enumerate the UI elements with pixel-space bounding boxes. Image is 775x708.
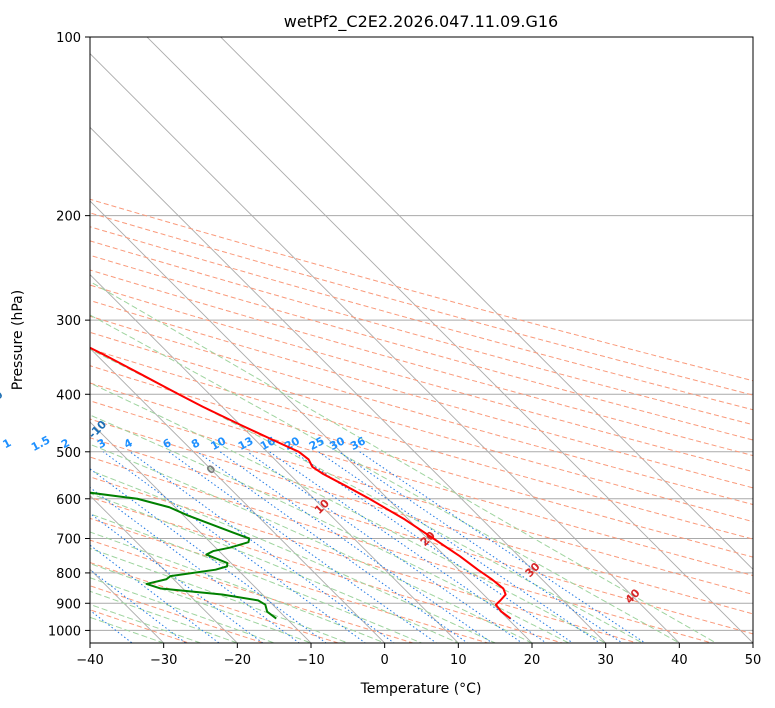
dry-adiabat	[90, 539, 415, 643]
isotherm	[90, 274, 459, 643]
mixing-ratio-line	[90, 544, 220, 643]
background-lines	[90, 37, 753, 643]
x-tick-label: 50	[745, 653, 762, 668]
dry-adiabat	[90, 331, 753, 523]
profile-lines	[90, 346, 512, 620]
axes: −40 −30 −20 −10 0 10 20 30 40 50 100 200 300 400 500 60…	[48, 31, 761, 668]
y-tick-label: 800	[56, 567, 81, 582]
mixing-ratio-line	[129, 451, 396, 643]
mixing-ratio-line	[338, 451, 624, 643]
plot-frame	[89, 36, 754, 644]
isotherm	[90, 53, 680, 643]
x-tick-label: 30	[597, 653, 614, 668]
x-tick-label: −20	[224, 653, 251, 668]
dry-adiabat	[90, 284, 753, 473]
mixing-ratio-line	[247, 451, 524, 643]
y-tick-label: 500	[56, 446, 81, 461]
mixing-ratio-line	[90, 486, 301, 643]
isotherm	[90, 495, 238, 643]
dewpoint-profile-line	[90, 491, 277, 620]
moist-adiabat	[90, 531, 387, 643]
mixing-ratio-line	[359, 451, 647, 643]
mixing-ratio-line	[168, 451, 438, 643]
x-tick-label: −10	[297, 653, 324, 668]
dry-adiabat	[90, 254, 753, 441]
dry-adiabat	[90, 365, 753, 558]
y-tick-label: 1000	[48, 624, 81, 639]
x-tick-label: 40	[671, 653, 688, 668]
mixing-ratio-line	[269, 451, 548, 643]
mixing-ratio-label: 20	[282, 434, 302, 453]
mixing-ratio-label: 36	[348, 434, 368, 453]
chart-title: wetPf2_C2E2.2026.047.11.09.G16	[284, 12, 558, 32]
x-tick-label: 0	[381, 653, 389, 668]
moist-adiabat	[90, 348, 644, 643]
y-axis-label: Pressure (hPa)	[10, 290, 26, 390]
mixing-ratio-label: 13	[236, 434, 256, 453]
isotherm	[90, 200, 533, 643]
dry-adiabat	[90, 585, 266, 643]
moist-adiabat	[90, 469, 497, 643]
mixing-ratio-line	[90, 609, 133, 643]
isotherm	[220, 37, 753, 570]
y-tick-label: 200	[56, 210, 81, 225]
mixing-ratio-label: 10	[209, 434, 229, 453]
mixing-ratio-line	[293, 451, 574, 643]
mixing-ratio-line	[318, 451, 601, 643]
dry-adiabat	[90, 496, 565, 643]
y-tick-label: 900	[56, 597, 81, 612]
mixing-ratio-line	[90, 512, 264, 643]
mixing-ratio-label: 30	[327, 434, 347, 453]
mixing-ratio-label: 1	[1, 436, 14, 451]
moist-adiabat	[90, 280, 718, 643]
plot-background	[90, 37, 753, 643]
mixing-ratio-label: 25	[307, 434, 327, 453]
x-axis-label: Temperature (°C)	[360, 681, 482, 697]
temperature-profile-line	[90, 346, 512, 620]
x-tick-label: −40	[76, 653, 103, 668]
moist-adiabat	[90, 513, 423, 643]
dry-adiabat	[90, 400, 753, 595]
y-tick-label: 300	[56, 314, 81, 329]
mixing-ratio-line	[219, 451, 494, 643]
dry-adiabat	[90, 517, 490, 643]
y-tick-label: 100	[56, 31, 81, 46]
dry-adiabat	[90, 562, 340, 643]
moist-adiabat	[90, 577, 276, 643]
dry-adiabat	[90, 437, 753, 635]
moist-adiabat	[90, 443, 534, 643]
x-tick-label: −30	[150, 653, 177, 668]
y-tick-label: 700	[56, 533, 81, 548]
x-tick-label: 10	[450, 653, 467, 668]
y-tick-label: 400	[56, 388, 81, 403]
dry-adiabat	[90, 315, 753, 506]
isotherm	[90, 126, 607, 643]
y-tick-label: 600	[56, 493, 81, 508]
dry-adiabat	[90, 476, 639, 643]
moist-adiabat	[90, 314, 681, 643]
isotherm-label: -20	[0, 388, 6, 411]
moist-adiabat	[90, 414, 570, 643]
x-tick-label: 20	[524, 653, 541, 668]
dry-adiabat	[90, 269, 753, 457]
isotherm	[90, 347, 386, 643]
dry-adiabat	[90, 418, 753, 615]
mixing-ratio-line	[90, 569, 187, 643]
moist-adiabat	[90, 382, 607, 643]
mixing-ratio-label: 1.5	[29, 433, 52, 454]
